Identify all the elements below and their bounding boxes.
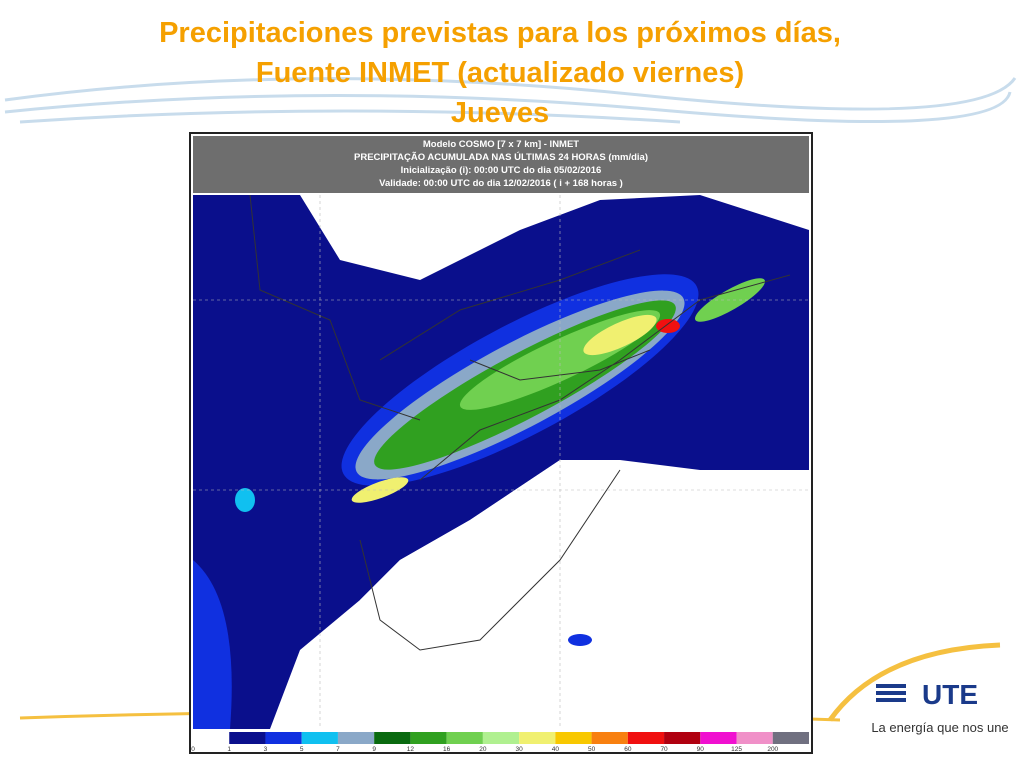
colorbar-swatch (301, 732, 338, 744)
colorbar: 0 1 3 5 7 9 12 16 20 30 40 50 60 70 90 125 200 (191, 732, 809, 753)
colorbar-label: 1 (227, 746, 231, 753)
colorbar-label: 20 (479, 746, 487, 753)
colorbar-swatch (337, 732, 375, 744)
colorbar-swatch (700, 732, 737, 744)
colorbar-swatch (555, 732, 592, 744)
colorbar-swatch (374, 732, 411, 744)
colorbar-swatch (519, 732, 556, 744)
colorbar-swatch (664, 732, 701, 744)
colorbar-label: 0 (191, 746, 195, 753)
colorbar-label: 60 (624, 746, 632, 753)
colorbar-label: 90 (697, 746, 705, 753)
colorbar-swatch (229, 732, 266, 744)
colorbar-label: 16 (443, 746, 451, 753)
colorbar-label: 30 (516, 746, 524, 753)
colorbar-label: 50 (588, 746, 596, 753)
colorbar-swatch (446, 732, 483, 744)
colorbar-swatch (591, 732, 628, 744)
map-header: Modelo COSMO [7 x 7 km] - INMET (423, 139, 579, 150)
colorbar-swatch (736, 732, 773, 744)
title-line: Jueves (451, 97, 549, 129)
colorbar-label: 9 (372, 746, 376, 753)
colorbar-label: 125 (731, 746, 742, 753)
colorbar-swatch (410, 732, 447, 744)
colorbar-label: 70 (660, 746, 668, 753)
map-header: Inicialização (i): 00:00 UTC do dia 05/0… (401, 165, 602, 176)
colorbar-swatch (482, 732, 520, 744)
logo: UTE La energía que nos une (871, 679, 1008, 735)
map-header: Validade: 00:00 UTC do dia 12/02/2016 ( … (379, 178, 623, 189)
colorbar-label: 12 (407, 746, 415, 753)
colorbar-label: 5 (300, 746, 304, 753)
colorbar-label: 40 (552, 746, 560, 753)
colorbar-label: 3 (264, 746, 268, 753)
title-line: Fuente INMET (actualizado viernes) (256, 57, 744, 89)
colorbar-label: 7 (336, 746, 340, 753)
title-line: Precipitaciones previstas para los próxi… (159, 17, 841, 49)
logo-tagline: La energía que nos une (871, 720, 1008, 735)
colorbar-swatch (772, 732, 809, 744)
decoration (827, 642, 1001, 722)
colorbar-swatch (627, 732, 665, 744)
decoration (4, 77, 1017, 124)
colorbar-swatch (193, 732, 230, 744)
colorbar-swatch (265, 732, 302, 744)
map: Modelo COSMO [7 x 7 km] - INMET PRECIPIT… (189, 132, 813, 754)
colorbar-label: 200 (767, 746, 778, 753)
logo-name: UTE (922, 679, 978, 710)
map-header: PRECIPITAÇÃO ACUMULADA NAS ÚLTIMAS 24 HO… (354, 151, 648, 163)
